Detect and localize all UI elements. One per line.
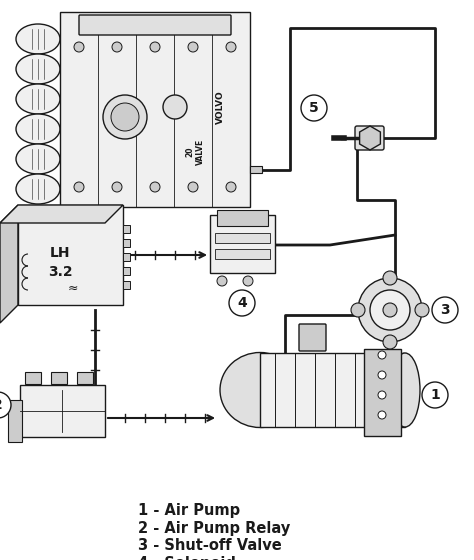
Circle shape xyxy=(103,95,147,139)
Text: 3: 3 xyxy=(440,303,450,317)
Ellipse shape xyxy=(16,54,60,84)
FancyBboxPatch shape xyxy=(123,225,130,233)
Text: 3.2: 3.2 xyxy=(48,265,73,279)
Circle shape xyxy=(74,42,84,52)
FancyBboxPatch shape xyxy=(364,349,401,436)
Polygon shape xyxy=(0,205,18,323)
Ellipse shape xyxy=(16,174,60,204)
FancyBboxPatch shape xyxy=(210,215,275,273)
Text: 1 - Air Pump: 1 - Air Pump xyxy=(138,502,240,517)
Circle shape xyxy=(378,391,386,399)
Text: 5: 5 xyxy=(309,101,319,115)
FancyBboxPatch shape xyxy=(250,166,262,173)
Circle shape xyxy=(163,95,187,119)
Circle shape xyxy=(217,276,227,286)
Text: LH: LH xyxy=(50,246,70,260)
Text: VOLVO: VOLVO xyxy=(216,90,225,124)
FancyBboxPatch shape xyxy=(25,372,41,384)
Circle shape xyxy=(74,182,84,192)
Circle shape xyxy=(378,411,386,419)
FancyBboxPatch shape xyxy=(217,210,268,226)
FancyBboxPatch shape xyxy=(215,233,270,243)
Circle shape xyxy=(383,335,397,349)
FancyBboxPatch shape xyxy=(260,353,405,427)
Circle shape xyxy=(188,182,198,192)
FancyBboxPatch shape xyxy=(8,400,22,442)
Circle shape xyxy=(383,303,397,317)
Circle shape xyxy=(150,182,160,192)
Ellipse shape xyxy=(16,144,60,174)
Circle shape xyxy=(188,42,198,52)
FancyBboxPatch shape xyxy=(79,15,231,35)
Circle shape xyxy=(383,271,397,285)
Circle shape xyxy=(229,290,255,316)
Circle shape xyxy=(422,382,448,408)
Circle shape xyxy=(226,42,236,52)
Text: 3 - Shut-off Valve: 3 - Shut-off Valve xyxy=(138,539,282,553)
Text: 2 - Air Pump Relay: 2 - Air Pump Relay xyxy=(138,520,290,535)
Circle shape xyxy=(301,95,327,121)
Circle shape xyxy=(370,290,410,330)
Circle shape xyxy=(358,278,422,342)
Circle shape xyxy=(243,276,253,286)
FancyBboxPatch shape xyxy=(20,385,105,437)
Ellipse shape xyxy=(16,114,60,144)
FancyBboxPatch shape xyxy=(18,205,123,305)
Text: 4 - Solenoid: 4 - Solenoid xyxy=(138,557,236,560)
FancyBboxPatch shape xyxy=(77,372,93,384)
Circle shape xyxy=(378,371,386,379)
Circle shape xyxy=(0,392,11,418)
FancyBboxPatch shape xyxy=(123,267,130,275)
Circle shape xyxy=(351,303,365,317)
FancyBboxPatch shape xyxy=(123,253,130,261)
Text: 20
VALVE: 20 VALVE xyxy=(185,139,205,165)
FancyBboxPatch shape xyxy=(355,126,384,150)
Circle shape xyxy=(378,351,386,359)
Circle shape xyxy=(111,103,139,131)
Ellipse shape xyxy=(16,84,60,114)
Text: ≈: ≈ xyxy=(68,282,78,295)
Circle shape xyxy=(432,297,458,323)
FancyBboxPatch shape xyxy=(215,249,270,259)
Text: 2: 2 xyxy=(0,398,3,412)
Text: 4: 4 xyxy=(237,296,247,310)
Circle shape xyxy=(150,42,160,52)
Circle shape xyxy=(112,182,122,192)
FancyBboxPatch shape xyxy=(60,12,250,207)
FancyBboxPatch shape xyxy=(123,239,130,247)
Text: 1: 1 xyxy=(430,388,440,402)
Ellipse shape xyxy=(220,352,300,427)
Polygon shape xyxy=(0,205,123,223)
Ellipse shape xyxy=(390,353,420,427)
Circle shape xyxy=(226,182,236,192)
FancyBboxPatch shape xyxy=(123,281,130,289)
Ellipse shape xyxy=(16,24,60,54)
FancyBboxPatch shape xyxy=(51,372,67,384)
Circle shape xyxy=(415,303,429,317)
Circle shape xyxy=(112,42,122,52)
FancyBboxPatch shape xyxy=(299,324,326,351)
